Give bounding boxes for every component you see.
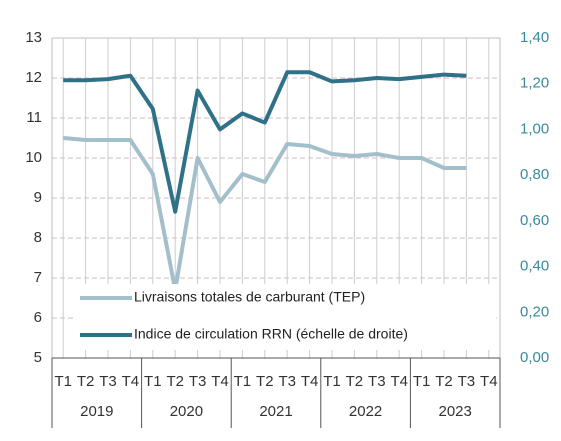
y2-tick-label: 0,20 [520,303,549,320]
y-tick-label: 10 [25,149,42,166]
x-tick-label: T3 [99,373,117,390]
y-tick-label: 6 [34,309,42,326]
x-tick-label: T2 [256,373,274,390]
y-tick-label: 9 [34,189,42,206]
y2-tick-label: 1,00 [520,120,549,137]
y-tick-label: 12 [25,69,42,86]
y-tick-label: 13 [25,29,42,46]
x-tick-label: T3 [368,373,386,390]
year-label: 2022 [349,403,382,420]
legend-label: Livraisons totales de carburant (TEP) [134,289,365,305]
x-tick-label: T1 [413,373,431,390]
x-tick-label: T1 [323,373,341,390]
x-tick-label: T2 [77,373,95,390]
x-tick-label: T1 [144,373,162,390]
legend-box [74,284,496,350]
year-label: 2023 [439,403,472,420]
legend-label: Indice de circulation RRN (échelle de dr… [134,326,408,342]
y-tick-label: 5 [34,349,42,366]
year-label: 2019 [80,403,113,420]
x-tick-label: T2 [435,373,453,390]
x-tick-label: T1 [54,373,72,390]
y2-tick-label: 0,40 [520,258,549,275]
x-tick-label: T2 [346,373,364,390]
y-tick-label: 11 [26,109,42,126]
x-tick-label: T3 [278,373,296,390]
year-label: 2020 [170,403,203,420]
x-tick-label: T4 [390,373,408,390]
y2-tick-label: 1,40 [520,29,549,46]
series-line [63,70,467,214]
x-tick-label: T4 [122,373,140,390]
x-tick-label: T4 [211,373,229,390]
y2-tick-label: 0,00 [520,349,549,366]
y-tick-label: 7 [34,269,42,286]
x-tick-label: T4 [301,373,319,390]
x-tick-label: T2 [166,373,184,390]
y-tick-label: 8 [34,229,42,246]
y2-tick-label: 0,60 [520,212,549,229]
y2-tick-label: 0,80 [520,166,549,183]
x-tick-label: T1 [234,373,252,390]
year-label: 2021 [259,403,292,420]
x-tick-label: T4 [480,373,498,390]
x-tick-label: T3 [458,373,476,390]
x-tick-label: T3 [189,373,207,390]
y2-tick-label: 1,20 [520,75,549,92]
series-line [63,136,467,292]
